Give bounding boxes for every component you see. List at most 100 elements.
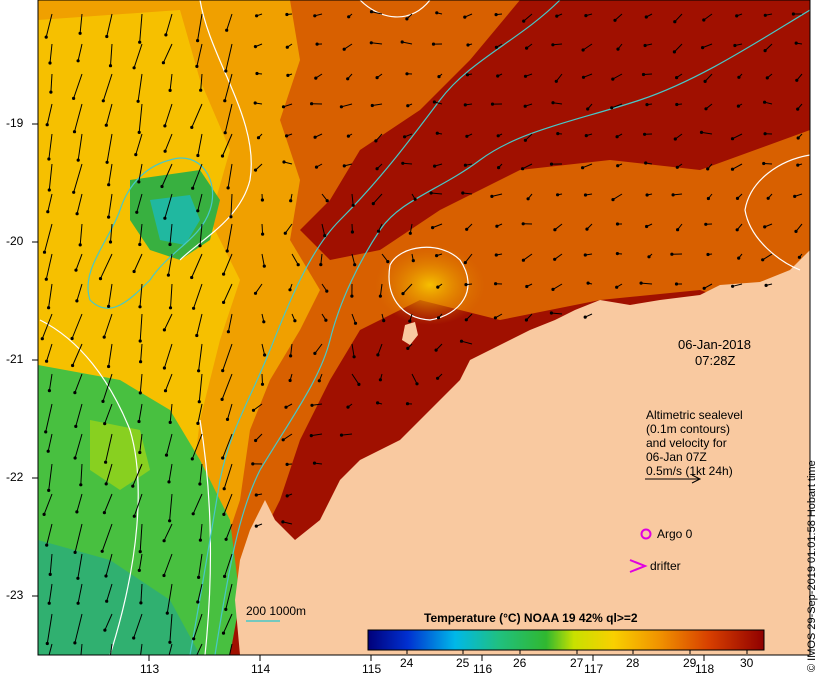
velocity-arrow	[104, 403, 113, 424]
velocity-arrow-head	[764, 283, 768, 287]
velocity-arrow-head	[375, 167, 379, 171]
velocity-arrow-head	[74, 268, 78, 272]
velocity-arrow-head	[704, 107, 708, 111]
velocity-arrow	[223, 283, 233, 303]
velocity-arrow	[140, 583, 143, 603]
velocity-arrow-head	[796, 107, 800, 111]
velocity-arrow	[261, 253, 265, 267]
velocity-arrow-head	[763, 225, 767, 229]
velocity-arrow-head	[641, 72, 646, 77]
velocity-arrow-head	[644, 15, 648, 19]
velocity-arrow-head	[168, 640, 172, 644]
velocity-arrow	[139, 283, 143, 307]
velocity-arrow-head	[400, 40, 404, 44]
velocity-arrow-head	[289, 354, 293, 358]
colorbar-tick: 29	[683, 656, 697, 670]
velocity-arrow-head	[73, 550, 77, 555]
velocity-arrow-head	[351, 203, 355, 207]
velocity-arrow-head	[72, 190, 76, 194]
velocity-arrow-head	[222, 487, 226, 491]
velocity-arrow	[74, 433, 83, 459]
velocity-arrow-head	[314, 76, 318, 80]
velocity-arrow	[703, 13, 713, 21]
velocity-arrow-head	[191, 512, 195, 516]
velocity-arrow-head	[639, 281, 643, 285]
velocity-arrow-head	[78, 243, 82, 247]
velocity-arrow	[221, 373, 233, 400]
velocity-arrow-head	[285, 12, 289, 17]
velocity-arrow	[222, 343, 233, 371]
velocity-arrow	[762, 253, 773, 261]
lat-label: -23	[6, 588, 24, 602]
velocity-arrow	[224, 103, 233, 133]
velocity-arrow-head	[581, 75, 586, 79]
velocity-arrow-head	[256, 136, 261, 140]
velocity-arrow-head	[196, 39, 200, 43]
map-time: 07:28Z	[695, 353, 736, 368]
velocity-arrow-head	[285, 45, 289, 49]
velocity-arrow-head	[107, 304, 111, 308]
velocity-arrow	[46, 103, 53, 125]
velocity-arrow-head	[312, 461, 317, 465]
velocity-arrow	[197, 13, 203, 41]
velocity-arrow-head	[315, 42, 319, 46]
velocity-arrow-head	[791, 12, 796, 16]
velocity-arrow-head	[223, 99, 227, 103]
velocity-arrow-head	[554, 79, 558, 83]
velocity-arrow-head	[48, 61, 52, 65]
velocity-arrow	[522, 163, 533, 170]
velocity-arrow-head	[289, 199, 293, 203]
velocity-arrows	[40, 10, 803, 655]
velocity-arrow-head	[137, 419, 141, 424]
velocity-arrow-head	[675, 165, 679, 169]
velocity-arrow-head	[433, 164, 437, 168]
velocity-arrow	[311, 403, 323, 406]
velocity-arrow-head	[464, 283, 468, 287]
velocity-arrow-head	[260, 382, 265, 386]
velocity-arrow-head	[44, 277, 48, 281]
velocity-arrow	[102, 73, 113, 101]
velocity-arrow	[72, 343, 83, 366]
lon-label: 118	[695, 662, 715, 676]
velocity-arrow-head	[44, 35, 48, 39]
velocity-arrow	[261, 373, 263, 385]
velocity-arrow-head	[196, 421, 200, 425]
velocity-arrow-head	[736, 104, 741, 108]
velocity-arrow-head	[283, 231, 287, 235]
velocity-arrow	[291, 253, 299, 265]
lon-label: 114	[251, 662, 271, 676]
velocity-arrow-head	[494, 253, 498, 257]
velocity-arrow	[139, 223, 143, 245]
velocity-arrow	[464, 253, 473, 263]
velocity-arrow	[105, 433, 113, 463]
velocity-arrow	[224, 73, 233, 101]
velocity-arrow	[704, 73, 713, 82]
velocity-arrow-head	[763, 132, 767, 136]
velocity-arrow	[732, 133, 743, 140]
velocity-arrow-head	[132, 514, 136, 518]
velocity-arrow-head	[220, 154, 225, 158]
velocity-arrow-head	[222, 300, 226, 304]
velocity-arrow-head	[346, 134, 350, 138]
velocity-arrow	[196, 643, 203, 655]
velocity-arrow-head	[494, 45, 498, 49]
velocity-arrow-head	[556, 132, 560, 136]
velocity-arrow-head	[735, 14, 739, 18]
velocity-arrow	[169, 493, 173, 521]
velocity-arrow-head	[73, 641, 77, 645]
velocity-arrow-head	[434, 348, 438, 352]
velocity-arrow-head	[195, 64, 199, 68]
velocity-arrow-head	[586, 107, 590, 111]
velocity-arrow-head	[255, 14, 259, 18]
velocity-arrow	[73, 163, 83, 193]
velocity-arrow	[163, 313, 173, 331]
sst-cyan-patch	[150, 195, 200, 245]
velocity-arrow-head	[48, 572, 52, 577]
velocity-arrow	[169, 223, 173, 245]
velocity-arrow-head	[254, 438, 258, 443]
velocity-arrow	[191, 433, 203, 460]
velocity-arrow-head	[78, 31, 82, 35]
velocity-arrow-head	[223, 131, 227, 135]
velocity-arrow-head	[253, 168, 258, 172]
velocity-arrow	[133, 493, 143, 517]
